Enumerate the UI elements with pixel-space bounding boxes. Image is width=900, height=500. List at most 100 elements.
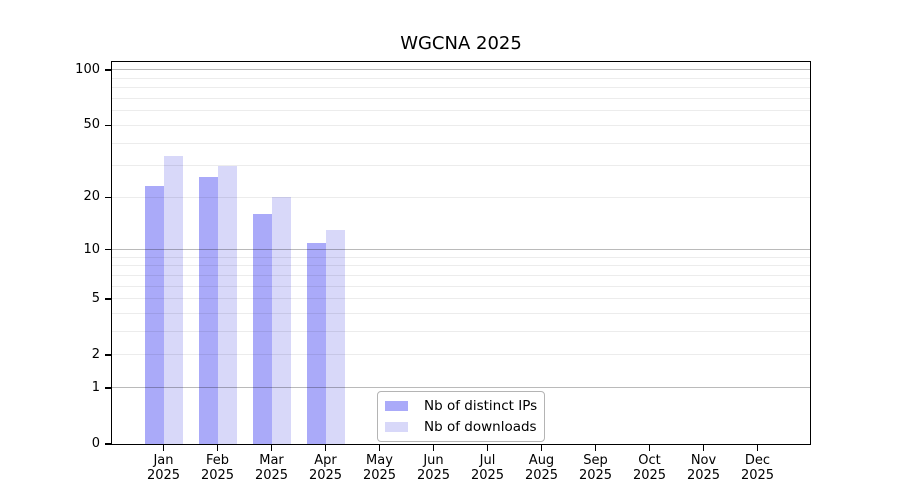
minor-gridline bbox=[112, 298, 810, 300]
bar-downloads-mar bbox=[271, 197, 291, 444]
x-tick-label-jan: Jan 2025 bbox=[134, 453, 194, 483]
y-tick-mark bbox=[105, 124, 111, 127]
x-tick-mark bbox=[756, 445, 759, 451]
x-tick-label-jul: Jul 2025 bbox=[458, 453, 518, 483]
bar-distinct-ips-feb bbox=[198, 176, 218, 444]
x-tick-month: Jan bbox=[153, 453, 174, 468]
y-tick-label: 50 bbox=[83, 117, 100, 133]
x-tick-mark bbox=[324, 445, 327, 451]
y-tick-mark bbox=[105, 196, 111, 199]
bar-downloads-jan bbox=[163, 155, 183, 444]
x-tick-year: 2025 bbox=[524, 468, 559, 483]
x-tick-year: 2025 bbox=[470, 468, 505, 483]
x-tick-label-apr: Apr 2025 bbox=[296, 453, 356, 483]
y-tick-label: 20 bbox=[83, 189, 100, 205]
minor-gridline bbox=[112, 142, 810, 144]
minor-gridline bbox=[112, 196, 810, 198]
minor-gridline bbox=[112, 274, 810, 276]
minor-gridline bbox=[112, 256, 810, 258]
bar-downloads-apr bbox=[325, 230, 345, 444]
minor-gridline bbox=[112, 110, 810, 112]
x-tick-mark bbox=[216, 445, 219, 451]
major-gridline bbox=[112, 249, 810, 251]
x-tick-mark bbox=[378, 445, 381, 451]
legend-row: Nb of downloads bbox=[385, 419, 537, 435]
x-tick-month: Jul bbox=[479, 453, 496, 468]
legend-row: Nb of distinct IPs bbox=[385, 398, 538, 414]
y-tick-mark bbox=[105, 354, 111, 356]
major-gridline bbox=[112, 69, 810, 71]
x-tick-mark bbox=[162, 445, 165, 451]
major-gridline bbox=[112, 387, 810, 389]
x-tick-month: May bbox=[366, 453, 393, 468]
legend-swatch-icon bbox=[385, 401, 408, 411]
minor-gridline bbox=[112, 354, 810, 356]
x-tick-label-sep: Sep 2025 bbox=[566, 453, 626, 483]
x-tick-year: 2025 bbox=[578, 468, 613, 483]
x-tick-year: 2025 bbox=[254, 468, 289, 483]
minor-gridline bbox=[112, 265, 810, 267]
y-tick-mark bbox=[105, 443, 111, 445]
x-tick-year: 2025 bbox=[416, 468, 451, 483]
y-tick-mark bbox=[105, 298, 111, 300]
x-tick-month: Apr bbox=[314, 453, 337, 468]
y-tick-mark bbox=[105, 69, 111, 71]
x-tick-mark bbox=[702, 445, 705, 451]
x-tick-label-aug: Aug 2025 bbox=[512, 453, 572, 483]
x-tick-mark bbox=[270, 445, 273, 451]
minor-gridline bbox=[112, 313, 810, 315]
y-tick-mark bbox=[105, 387, 111, 389]
x-tick-mark bbox=[486, 445, 489, 451]
x-tick-label-dec: Dec 2025 bbox=[728, 453, 788, 483]
y-tick-label: 0 bbox=[91, 436, 100, 451]
x-tick-year: 2025 bbox=[632, 468, 667, 483]
bar-distinct-ips-apr bbox=[306, 242, 326, 444]
x-tick-year: 2025 bbox=[146, 468, 181, 483]
x-tick-month: Oct bbox=[638, 453, 661, 468]
x-tick-mark bbox=[540, 445, 543, 451]
minor-gridline bbox=[112, 331, 810, 333]
minor-gridline bbox=[112, 77, 810, 79]
minor-gridline bbox=[112, 124, 810, 126]
x-tick-year: 2025 bbox=[308, 468, 343, 483]
x-tick-label-mar: Mar 2025 bbox=[242, 453, 302, 483]
x-tick-mark bbox=[432, 445, 435, 451]
x-tick-mark bbox=[594, 445, 597, 451]
x-tick-label-nov: Nov 2025 bbox=[674, 453, 734, 483]
x-tick-year: 2025 bbox=[740, 468, 775, 483]
plot-area: Nb of distinct IPs Nb of downloads bbox=[111, 61, 811, 445]
x-tick-month: Aug bbox=[528, 453, 555, 468]
minor-gridline bbox=[112, 285, 810, 287]
x-tick-year: 2025 bbox=[200, 468, 235, 483]
minor-gridline bbox=[112, 165, 810, 167]
x-tick-year: 2025 bbox=[686, 468, 721, 483]
x-tick-month: Dec bbox=[744, 453, 771, 468]
x-tick-year: 2025 bbox=[362, 468, 397, 483]
minor-gridline bbox=[112, 98, 810, 100]
y-tick-label: 1 bbox=[91, 379, 100, 395]
legend-label: Nb of downloads bbox=[424, 419, 537, 435]
bar-downloads-feb bbox=[217, 165, 237, 444]
x-tick-month: Nov bbox=[690, 453, 717, 468]
chart-title: WGCNA 2025 bbox=[400, 33, 522, 54]
x-tick-label-jun: Jun 2025 bbox=[404, 453, 464, 483]
x-tick-label-feb: Feb 2025 bbox=[188, 453, 248, 483]
bar-distinct-ips-mar bbox=[252, 214, 272, 444]
bar-distinct-ips-jan bbox=[144, 186, 164, 444]
y-tick-label: 100 bbox=[75, 61, 100, 77]
x-tick-month: Mar bbox=[259, 453, 284, 468]
x-tick-month: Sep bbox=[583, 453, 608, 468]
minor-gridline bbox=[112, 87, 810, 89]
legend-swatch-icon bbox=[385, 422, 408, 432]
y-tick-label: 5 bbox=[91, 290, 100, 306]
legend: Nb of distinct IPs Nb of downloads bbox=[377, 391, 545, 442]
x-tick-label-oct: Oct 2025 bbox=[620, 453, 680, 483]
x-tick-month: Feb bbox=[205, 453, 230, 468]
x-tick-month: Jun bbox=[423, 453, 444, 468]
x-tick-label-may: May 2025 bbox=[350, 453, 410, 483]
y-tick-label: 2 bbox=[91, 346, 100, 362]
legend-label: Nb of distinct IPs bbox=[424, 398, 538, 414]
y-tick-label: 10 bbox=[83, 241, 100, 257]
x-tick-mark bbox=[648, 445, 651, 451]
